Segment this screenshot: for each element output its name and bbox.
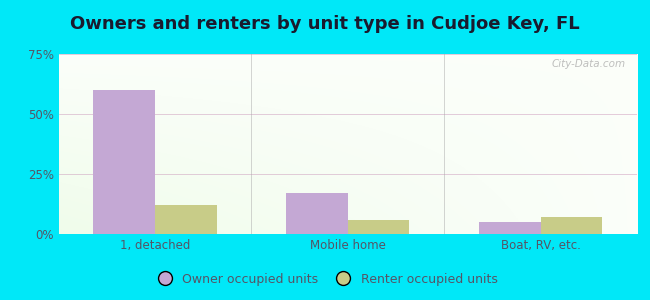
Bar: [286, 193, 348, 234]
Bar: [155, 205, 216, 234]
Bar: [541, 217, 603, 234]
Text: Owners and renters by unit type in Cudjoe Key, FL: Owners and renters by unit type in Cudjo…: [70, 15, 580, 33]
Text: City-Data.com: City-Data.com: [551, 59, 625, 69]
Bar: [479, 222, 541, 234]
Bar: [348, 220, 410, 234]
Bar: [93, 90, 155, 234]
Legend: Owner occupied units, Renter occupied units: Owner occupied units, Renter occupied un…: [148, 268, 502, 291]
